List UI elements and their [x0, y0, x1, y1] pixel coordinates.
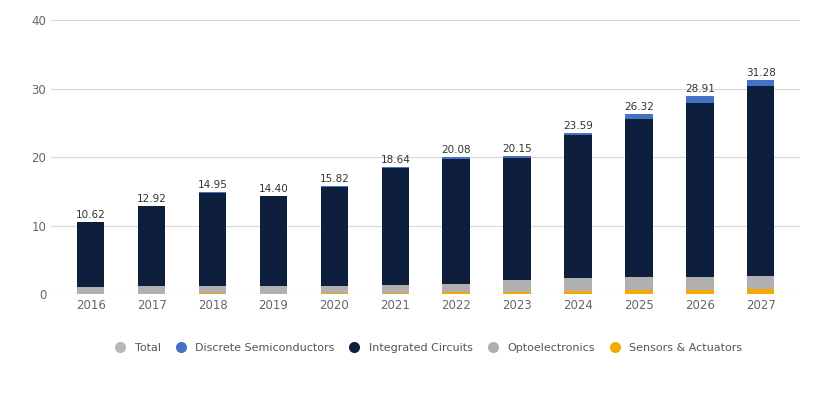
- Bar: [747, 276, 775, 289]
- Text: 31.28: 31.28: [746, 68, 776, 78]
- Bar: [504, 279, 531, 292]
- Bar: [260, 293, 287, 294]
- Legend: Total, Discrete Semiconductors, Integrated Circuits, Optoelectronics, Sensors & : Total, Discrete Semiconductors, Integrat…: [105, 338, 747, 357]
- Text: 18.64: 18.64: [380, 155, 410, 165]
- Bar: [686, 277, 713, 290]
- Bar: [321, 293, 348, 294]
- Bar: [625, 277, 653, 290]
- Bar: [442, 157, 470, 159]
- Bar: [199, 193, 226, 286]
- Text: 26.32: 26.32: [624, 102, 654, 112]
- Bar: [442, 284, 470, 293]
- Bar: [382, 168, 409, 285]
- Bar: [260, 196, 287, 286]
- Bar: [686, 96, 713, 103]
- Bar: [382, 285, 409, 293]
- Bar: [138, 286, 165, 294]
- Bar: [382, 166, 409, 168]
- Bar: [321, 187, 348, 286]
- Bar: [442, 293, 470, 294]
- Bar: [138, 206, 165, 286]
- Bar: [77, 287, 104, 294]
- Bar: [625, 114, 653, 119]
- Bar: [321, 286, 348, 293]
- Text: 20.15: 20.15: [502, 144, 532, 155]
- Bar: [199, 286, 226, 293]
- Text: 12.92: 12.92: [137, 194, 166, 204]
- Bar: [564, 278, 591, 291]
- Bar: [321, 186, 348, 187]
- Bar: [199, 293, 226, 294]
- Bar: [564, 133, 591, 135]
- Text: 20.08: 20.08: [441, 145, 471, 155]
- Bar: [564, 135, 591, 278]
- Bar: [260, 286, 287, 293]
- Bar: [442, 159, 470, 284]
- Bar: [686, 103, 713, 277]
- Text: 23.59: 23.59: [563, 121, 593, 131]
- Text: 15.82: 15.82: [319, 174, 349, 184]
- Bar: [625, 119, 653, 277]
- Bar: [625, 290, 653, 294]
- Bar: [504, 292, 531, 294]
- Bar: [77, 222, 104, 287]
- Bar: [686, 290, 713, 294]
- Text: 10.62: 10.62: [76, 210, 106, 220]
- Bar: [564, 291, 591, 294]
- Bar: [199, 192, 226, 193]
- Text: 14.40: 14.40: [259, 184, 288, 194]
- Bar: [382, 293, 409, 294]
- Text: 28.91: 28.91: [685, 84, 715, 95]
- Bar: [747, 80, 775, 86]
- Bar: [747, 289, 775, 294]
- Bar: [504, 156, 531, 158]
- Text: 14.95: 14.95: [197, 180, 228, 190]
- Bar: [504, 158, 531, 279]
- Bar: [747, 86, 775, 276]
